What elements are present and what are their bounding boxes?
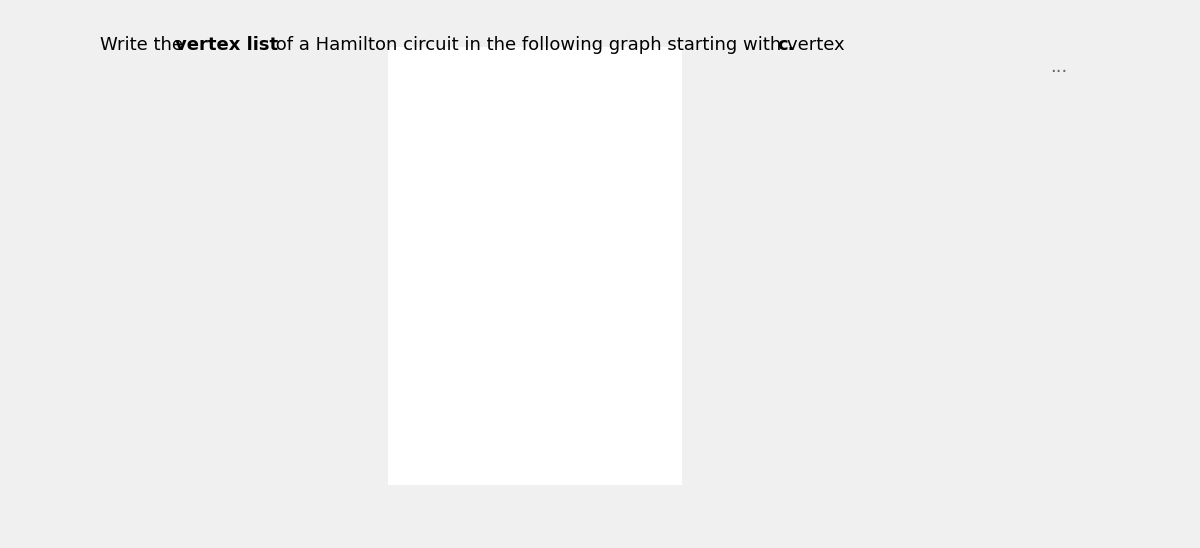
Text: d: d [349, 253, 364, 277]
Circle shape [338, 247, 374, 283]
Text: e: e [643, 253, 658, 277]
Circle shape [582, 184, 618, 220]
Text: h: h [492, 387, 508, 412]
Text: of a Hamilton circuit in the following graph starting with vertex: of a Hamilton circuit in the following g… [270, 36, 851, 54]
Circle shape [444, 304, 480, 340]
Circle shape [503, 121, 539, 157]
Text: vertex list: vertex list [175, 36, 278, 54]
Text: c: c [594, 190, 607, 214]
Text: a: a [514, 127, 528, 151]
Text: b: b [419, 190, 433, 214]
Text: ...: ... [1050, 58, 1067, 76]
Text: Write the: Write the [100, 36, 188, 54]
Circle shape [632, 247, 668, 283]
Text: c.: c. [776, 36, 794, 54]
Circle shape [481, 382, 517, 418]
Text: f: f [457, 310, 466, 334]
Circle shape [408, 184, 444, 220]
